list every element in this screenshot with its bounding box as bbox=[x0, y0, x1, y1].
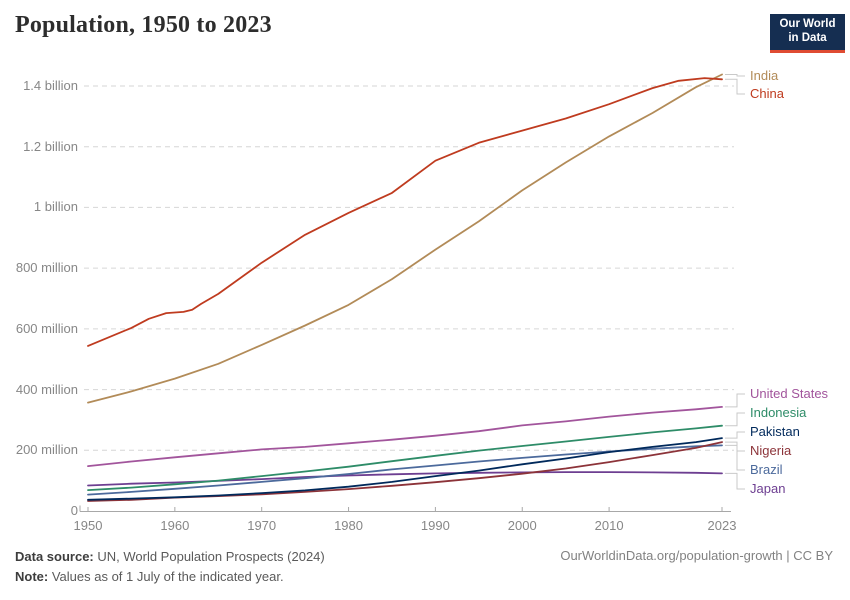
owid-logo-line1: Our World bbox=[779, 18, 836, 30]
chart-title: Population, 1950 to 2023 bbox=[15, 12, 272, 38]
y-tick-label: 1.2 billion bbox=[23, 138, 78, 154]
series-line-indonesia bbox=[87, 424, 723, 492]
series-label-japan[interactable]: Japan bbox=[750, 481, 786, 496]
series-label-brazil[interactable]: Brazil bbox=[750, 462, 783, 477]
series-line-india bbox=[87, 73, 723, 404]
x-tick-label: 1950 bbox=[73, 518, 103, 533]
x-tick-label: 2000 bbox=[507, 518, 537, 533]
series-line-china bbox=[87, 77, 723, 347]
series-line-united-states bbox=[87, 405, 723, 468]
footer-notes: Data source: UN, World Population Prospe… bbox=[15, 547, 325, 587]
owid-logo[interactable]: Our World in Data bbox=[770, 14, 845, 53]
data-source-line: Data source: UN, World Population Prospe… bbox=[15, 547, 325, 567]
x-tick-label: 2023 bbox=[707, 518, 737, 533]
y-tick-label: 800 million bbox=[15, 260, 78, 276]
series-label-pakistan[interactable]: Pakistan bbox=[750, 424, 800, 439]
data-source-text: UN, World Population Prospects (2024) bbox=[93, 549, 325, 564]
note-text: Values as of 1 July of the indicated yea… bbox=[48, 569, 284, 584]
note-line: Note: Values as of 1 July of the indicat… bbox=[15, 567, 325, 587]
y-tick-label: 400 million bbox=[15, 381, 78, 397]
x-tick-label: 1980 bbox=[334, 518, 363, 533]
note-label: Note: bbox=[15, 569, 49, 584]
series-line-brazil bbox=[87, 444, 723, 496]
series-label-india[interactable]: India bbox=[750, 68, 779, 83]
owid-logo-line2: in Data bbox=[788, 32, 827, 44]
series-label-united-states[interactable]: United States bbox=[750, 386, 829, 401]
series-label-nigeria[interactable]: Nigeria bbox=[750, 443, 792, 458]
series-line-pakistan bbox=[87, 437, 723, 501]
x-tick-label: 1970 bbox=[247, 518, 277, 533]
attribution-link[interactable]: OurWorldinData.org/population-growth | C… bbox=[560, 548, 833, 563]
series-label-china[interactable]: China bbox=[750, 86, 784, 101]
y-tick-label: 600 million bbox=[15, 320, 78, 336]
x-tick-label: 2010 bbox=[594, 518, 624, 533]
x-tick-label: 1990 bbox=[420, 518, 450, 533]
data-source-label: Data source: bbox=[15, 549, 94, 564]
y-tick-label: 1 billion bbox=[33, 199, 78, 215]
y-tick-label: 0 bbox=[70, 503, 78, 518]
y-tick-label: 200 million bbox=[15, 442, 78, 458]
y-tick-label: 1.4 billion bbox=[23, 78, 78, 93]
x-tick-label: 1960 bbox=[160, 518, 190, 533]
series-label-indonesia[interactable]: Indonesia bbox=[750, 405, 807, 420]
